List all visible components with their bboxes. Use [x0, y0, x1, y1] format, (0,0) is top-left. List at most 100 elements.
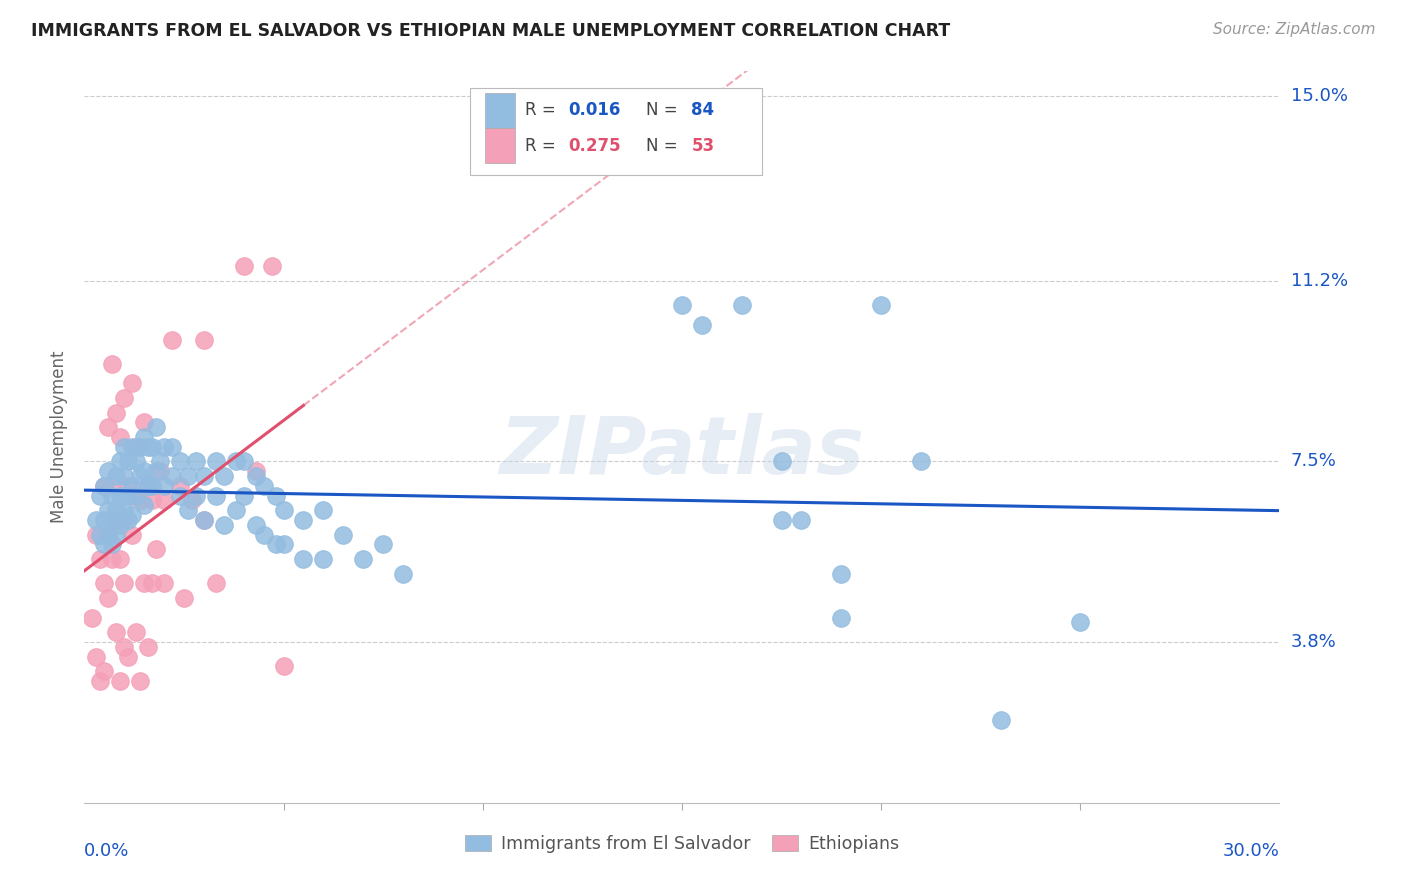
Point	[101, 489, 124, 503]
Point	[110, 552, 132, 566]
Text: 0.0%: 0.0%	[84, 842, 129, 860]
Point	[86, 527, 108, 541]
Text: R =: R =	[526, 137, 561, 155]
Point	[129, 673, 152, 688]
Point	[205, 489, 228, 503]
Point	[97, 503, 120, 517]
Point	[93, 664, 115, 678]
Text: 0.275: 0.275	[568, 137, 621, 155]
Point	[129, 440, 152, 454]
Point	[232, 489, 254, 503]
Point	[97, 527, 120, 541]
Point	[121, 508, 143, 522]
Point	[177, 503, 200, 517]
Text: N =: N =	[647, 101, 683, 120]
Point	[273, 659, 295, 673]
Point	[110, 517, 132, 532]
Point	[205, 454, 228, 468]
Point	[671, 298, 693, 312]
Point	[97, 420, 120, 434]
Point	[132, 576, 156, 591]
Point	[870, 298, 893, 312]
Point	[153, 576, 176, 591]
Point	[232, 454, 254, 468]
Point	[184, 489, 207, 503]
Point	[169, 489, 191, 503]
Point	[225, 454, 247, 468]
Text: 15.0%: 15.0%	[1291, 87, 1347, 104]
Text: 53: 53	[692, 137, 714, 155]
Point	[93, 537, 115, 551]
Text: 7.5%: 7.5%	[1291, 452, 1337, 470]
Point	[132, 499, 156, 513]
Point	[153, 440, 176, 454]
Point	[125, 625, 148, 640]
Point	[86, 513, 108, 527]
Point	[93, 479, 115, 493]
Point	[212, 517, 235, 532]
Point	[205, 576, 228, 591]
Point	[830, 566, 852, 581]
Point	[245, 464, 267, 478]
Point	[117, 649, 139, 664]
Text: ZIPatlas: ZIPatlas	[499, 413, 865, 491]
Point	[89, 552, 111, 566]
Legend: Immigrants from El Salvador, Ethiopians: Immigrants from El Salvador, Ethiopians	[458, 828, 905, 860]
Point	[101, 479, 124, 493]
Text: R =: R =	[526, 101, 561, 120]
Y-axis label: Male Unemployment: Male Unemployment	[51, 351, 69, 524]
Point	[93, 479, 115, 493]
Point	[770, 454, 793, 468]
Point	[112, 503, 135, 517]
Point	[193, 333, 215, 347]
Point	[690, 318, 713, 332]
Point	[253, 527, 276, 541]
Point	[112, 640, 135, 654]
Point	[97, 464, 120, 478]
Point	[731, 298, 754, 312]
FancyBboxPatch shape	[471, 88, 762, 175]
Point	[292, 513, 315, 527]
Point	[141, 576, 163, 591]
Point	[101, 513, 124, 527]
Point	[1069, 615, 1091, 630]
Point	[136, 479, 159, 493]
Point	[149, 464, 172, 478]
Point	[145, 420, 167, 434]
Point	[264, 489, 287, 503]
Point	[160, 333, 183, 347]
Text: Source: ZipAtlas.com: Source: ZipAtlas.com	[1212, 22, 1375, 37]
Point	[93, 513, 115, 527]
Point	[125, 489, 148, 503]
Point	[101, 537, 124, 551]
Point	[89, 489, 111, 503]
Point	[93, 576, 115, 591]
Point	[110, 430, 132, 444]
Point	[193, 513, 215, 527]
Point	[136, 479, 159, 493]
Point	[132, 416, 156, 430]
Point	[112, 391, 135, 405]
Point	[149, 454, 172, 468]
Text: 30.0%: 30.0%	[1223, 842, 1279, 860]
Point	[392, 566, 415, 581]
Text: 3.8%: 3.8%	[1291, 633, 1336, 651]
Point	[117, 489, 139, 503]
Point	[129, 469, 152, 483]
Point	[141, 493, 163, 508]
Point	[352, 552, 374, 566]
Point	[110, 454, 132, 468]
Point	[141, 440, 163, 454]
Point	[89, 527, 111, 541]
Text: 11.2%: 11.2%	[1291, 272, 1348, 290]
Point	[121, 527, 143, 541]
Point	[117, 454, 139, 468]
Point	[160, 440, 183, 454]
Point	[110, 673, 132, 688]
Point	[121, 376, 143, 391]
Point	[105, 469, 128, 483]
Point	[110, 489, 132, 503]
Point	[173, 591, 195, 605]
Point	[153, 479, 176, 493]
Point	[101, 552, 124, 566]
